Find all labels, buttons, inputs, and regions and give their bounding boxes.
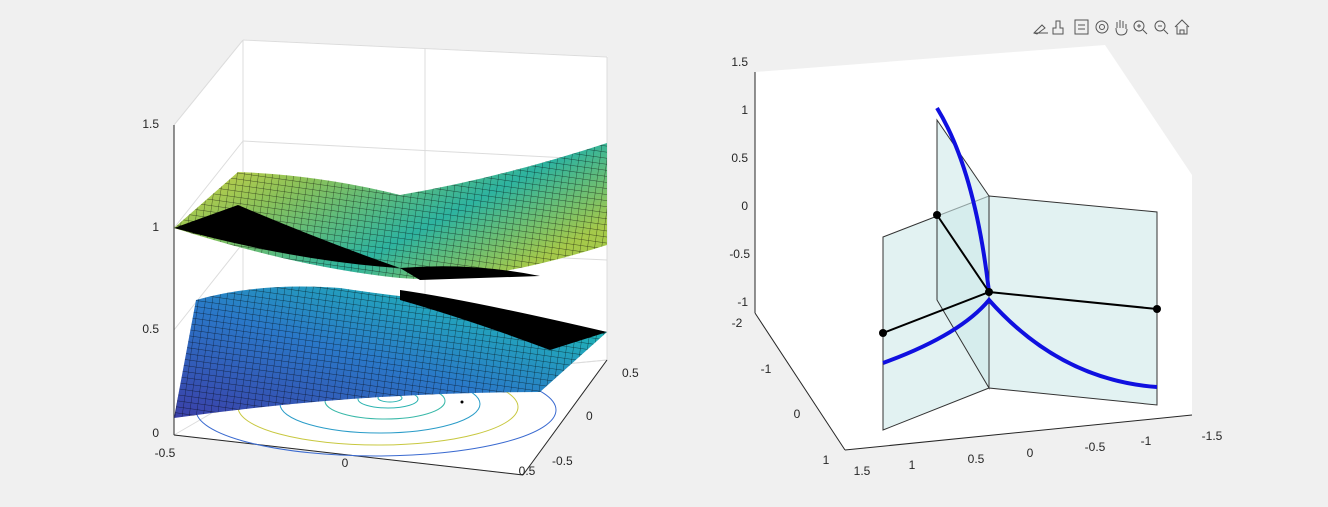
toolbar bbox=[1033, 19, 1190, 36]
x-tick-label: 0.5 bbox=[968, 452, 985, 466]
z-tick-label: 0 bbox=[152, 426, 159, 440]
home-button[interactable] bbox=[1174, 19, 1190, 35]
pan-button[interactable] bbox=[1115, 20, 1128, 36]
z-tick-label: -0.5 bbox=[729, 247, 750, 261]
z-tick-label: -1 bbox=[737, 295, 748, 309]
y-tick-label: 0.5 bbox=[622, 366, 639, 380]
rotate-button[interactable] bbox=[1095, 20, 1109, 34]
upper-edge bbox=[174, 205, 400, 268]
upper-edge bbox=[400, 266, 540, 280]
z-tick-label: 1.5 bbox=[142, 117, 159, 131]
y-tick-label: -2 bbox=[732, 316, 743, 330]
edit-button[interactable] bbox=[1033, 24, 1048, 35]
legend-button[interactable] bbox=[1074, 19, 1089, 35]
x-tick-label: -0.5 bbox=[1085, 440, 1106, 454]
brush-button[interactable] bbox=[1052, 20, 1064, 35]
x-tick-label: 1 bbox=[909, 458, 916, 472]
x-tick-label: 0.5 bbox=[519, 464, 536, 478]
z-tick-label: 0.5 bbox=[142, 322, 159, 336]
y-tick-label: 0 bbox=[586, 409, 593, 423]
z-tick-label: 0 bbox=[741, 199, 748, 213]
z-tick-label: 1.5 bbox=[731, 55, 748, 69]
y-tick-label: -0.5 bbox=[552, 454, 573, 468]
x-tick-label: -1 bbox=[1141, 434, 1152, 448]
x-tick-label: -1.5 bbox=[1202, 429, 1223, 443]
z-tick-label: 1 bbox=[152, 220, 159, 234]
x-tick-label: -0.5 bbox=[155, 446, 176, 460]
x-tick-label: 0 bbox=[1027, 446, 1034, 460]
y-tick-label: 0 bbox=[794, 407, 801, 421]
x-tick-label: 1.5 bbox=[854, 464, 871, 478]
y-tick-label: -1 bbox=[761, 362, 772, 376]
x-tick-label: 0 bbox=[342, 456, 349, 470]
z-tick-label: 1 bbox=[741, 103, 748, 117]
z-tick-label: 0.5 bbox=[731, 151, 748, 165]
zoom-in-button[interactable] bbox=[1133, 20, 1148, 35]
right-axes bbox=[754, 45, 1193, 451]
lower-edge bbox=[400, 290, 607, 350]
zoom-out-button[interactable] bbox=[1154, 20, 1169, 35]
y-tick-label: 1 bbox=[823, 453, 830, 467]
